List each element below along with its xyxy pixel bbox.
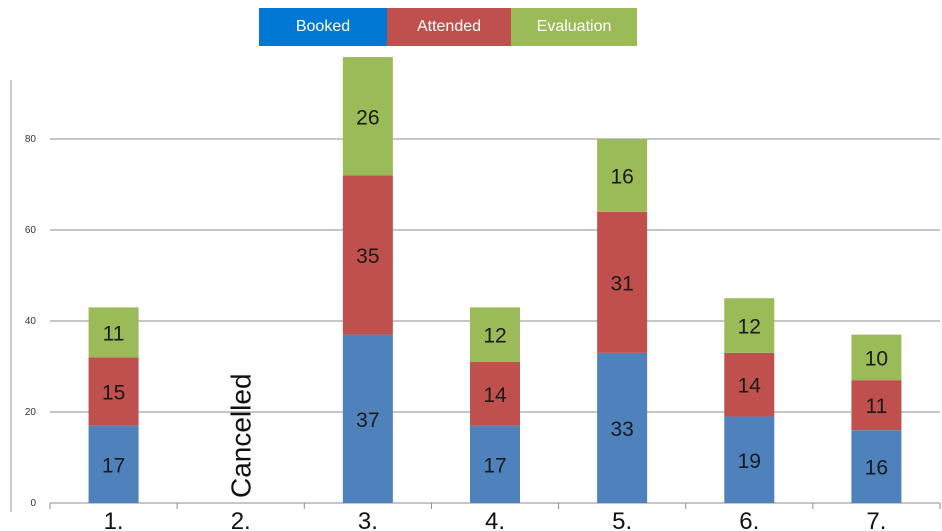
bar-attended <box>724 352 775 417</box>
data-label: 10 <box>865 347 888 370</box>
y-tick-label: 40 <box>25 316 37 327</box>
data-label: 16 <box>865 457 888 480</box>
data-label: 12 <box>738 316 761 339</box>
data-label: 15 <box>102 382 125 405</box>
legend-item-booked: Booked <box>259 8 387 46</box>
data-label: 31 <box>610 272 633 295</box>
bar-evaluation <box>724 298 775 353</box>
bar-booked <box>470 425 520 503</box>
bar-attended <box>342 175 393 335</box>
bar-attended <box>470 361 520 426</box>
data-label: 11 <box>103 322 125 345</box>
data-label: 19 <box>738 450 761 473</box>
data-label: 35 <box>356 245 379 268</box>
bar-attended <box>597 211 648 353</box>
data-label: 16 <box>610 165 633 188</box>
x-category-label: 2. <box>231 508 251 531</box>
x-category-label: 3. <box>358 508 378 531</box>
bar-booked <box>597 352 648 503</box>
bar-evaluation <box>88 307 139 358</box>
y-tick-label: 20 <box>25 407 37 418</box>
chart-legend: Booked Attended Evaluation <box>259 8 637 46</box>
bar-booked <box>724 416 775 503</box>
bars <box>88 57 902 503</box>
data-label: 14 <box>483 384 507 407</box>
bar-evaluation <box>851 334 902 381</box>
bar-booked <box>88 425 139 503</box>
data-label: 33 <box>610 418 633 441</box>
bar-attended <box>88 357 139 426</box>
bar-evaluation <box>470 307 520 362</box>
x-category-label: 7. <box>866 508 886 531</box>
data-label: 17 <box>483 454 506 477</box>
x-category-label: 1. <box>104 508 124 531</box>
data-label: 26 <box>356 106 379 129</box>
bar-evaluation <box>597 139 648 212</box>
data-label: 12 <box>483 325 506 348</box>
labels: 17 15 11 1. 2. 37 35 26 3. 17 14 12 4. 33 31 16 5. 19 14 12… <box>102 106 888 531</box>
bar-evaluation <box>342 57 393 176</box>
bar-booked <box>342 334 393 503</box>
data-label: 14 <box>738 375 762 398</box>
x-category-label: 5. <box>612 508 632 531</box>
data-label: 11 <box>866 395 888 418</box>
bar-booked <box>851 430 902 503</box>
y-tick-label: 0 <box>30 498 36 509</box>
data-label: 17 <box>102 454 125 477</box>
bar-attended <box>851 380 902 431</box>
y-tick-label: 80 <box>25 134 37 145</box>
x-category-label: 4. <box>485 508 505 531</box>
x-category-label: 6. <box>739 508 759 531</box>
y-tick-label: 60 <box>25 225 37 236</box>
cancelled-annotation: Cancelled <box>226 373 257 498</box>
data-label: 37 <box>356 409 379 432</box>
legend-item-attended: Attended <box>387 8 511 46</box>
legend-item-evaluation: Evaluation <box>511 8 637 46</box>
